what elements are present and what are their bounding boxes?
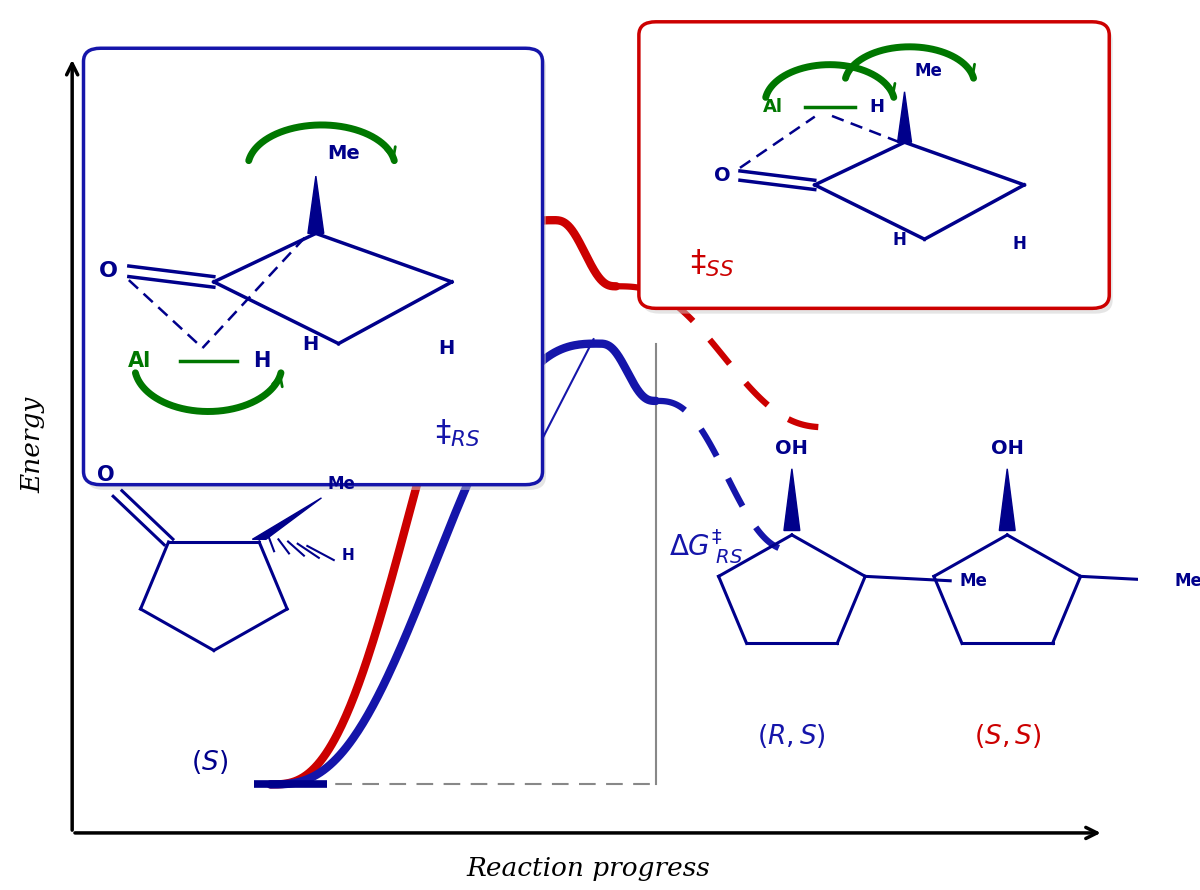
Text: O: O <box>97 465 115 485</box>
Text: Me: Me <box>959 571 988 590</box>
Text: Energy: Energy <box>20 397 46 493</box>
Polygon shape <box>784 469 800 530</box>
Polygon shape <box>898 92 912 142</box>
Text: Me: Me <box>914 62 942 80</box>
Text: Me: Me <box>328 144 360 163</box>
Text: OH: OH <box>775 440 809 458</box>
Polygon shape <box>252 498 322 539</box>
Text: OH: OH <box>991 440 1024 458</box>
Text: O: O <box>98 262 118 281</box>
Text: H: H <box>342 547 355 562</box>
Text: H: H <box>870 98 884 117</box>
Text: Al: Al <box>128 352 151 371</box>
Text: Me: Me <box>328 475 355 493</box>
Text: $(S)$: $(S)$ <box>191 748 228 776</box>
FancyBboxPatch shape <box>638 21 1109 308</box>
Text: $(S,S)$: $(S,S)$ <box>973 722 1040 750</box>
FancyBboxPatch shape <box>642 27 1112 313</box>
Text: H: H <box>438 339 455 358</box>
Text: Me: Me <box>1175 571 1200 590</box>
Text: Reaction progress: Reaction progress <box>466 856 709 881</box>
Text: $\ddagger_{SS}$: $\ddagger_{SS}$ <box>690 248 734 279</box>
Text: O: O <box>714 166 731 185</box>
Text: H: H <box>253 352 271 371</box>
Text: H: H <box>1013 235 1026 254</box>
Text: H: H <box>302 335 318 354</box>
Text: H: H <box>893 231 906 249</box>
Text: Al: Al <box>763 98 782 117</box>
Polygon shape <box>1000 469 1015 530</box>
FancyBboxPatch shape <box>84 48 542 485</box>
Text: $(R,S)$: $(R,S)$ <box>757 722 827 750</box>
Text: $\ddagger_{RS}$: $\ddagger_{RS}$ <box>434 418 480 449</box>
FancyBboxPatch shape <box>86 53 546 490</box>
Polygon shape <box>308 176 324 233</box>
Text: $\Delta G^{\ddagger}_{\ RS}$: $\Delta G^{\ddagger}_{\ RS}$ <box>670 527 744 566</box>
